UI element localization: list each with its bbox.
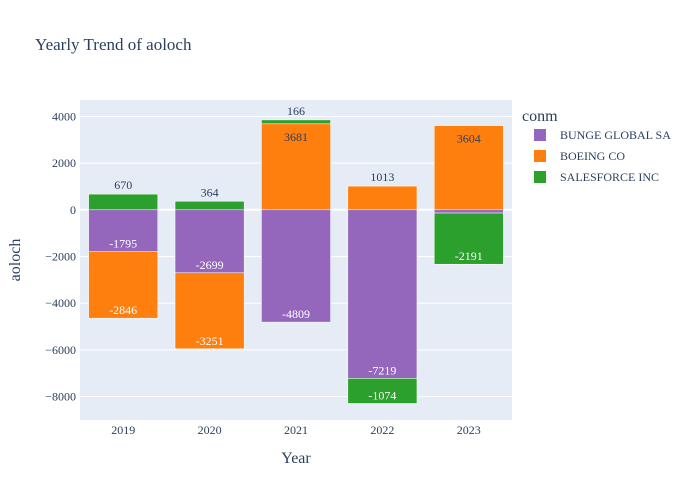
bar[interactable] — [88, 251, 159, 319]
x-tick-label: 2019 — [111, 423, 135, 437]
data-label: -7219 — [368, 363, 396, 377]
x-tick-label: 2021 — [284, 423, 308, 437]
data-label: -2191 — [455, 249, 483, 263]
chart-title: Yearly Trend of aoloch — [35, 35, 192, 54]
x-axis-ticks: 2019 2020 2021 2022 2023 — [111, 423, 481, 437]
y-tick-label: −4000 — [45, 296, 76, 310]
data-labels: -1795 -2846 670 -2699 -3251 364 -4809 3681 166 -7… — [109, 104, 483, 403]
y-tick-label: −8000 — [45, 390, 76, 404]
data-label: 166 — [287, 104, 305, 118]
bar[interactable] — [174, 272, 245, 350]
y-axis-ticks: −8000 −6000 −4000 −2000 0 2000 4000 — [45, 109, 76, 403]
data-label: 3681 — [284, 130, 308, 144]
bar[interactable] — [88, 193, 159, 211]
data-label: -2846 — [109, 303, 137, 317]
legend-label[interactable]: BUNGE GLOBAL SA — [560, 128, 671, 142]
data-label: -1795 — [109, 237, 137, 251]
bar[interactable] — [433, 209, 504, 214]
y-axis-title: aoloch — [7, 239, 24, 282]
y-tick-label: −2000 — [45, 249, 76, 263]
y-tick-label: −6000 — [45, 343, 76, 357]
bar[interactable] — [174, 201, 245, 211]
legend-swatch[interactable] — [534, 171, 546, 183]
bar[interactable] — [261, 123, 331, 211]
legend-label[interactable]: BOEING CO — [560, 149, 625, 163]
data-label: -1074 — [368, 388, 396, 402]
legend-title: conm — [522, 108, 558, 125]
legend-swatch[interactable] — [534, 129, 546, 141]
data-label: 3604 — [457, 132, 481, 146]
x-tick-label: 2022 — [370, 423, 394, 437]
y-tick-label: 2000 — [52, 156, 76, 170]
bars — [88, 119, 504, 404]
y-tick-label: 0 — [70, 203, 76, 217]
bar[interactable] — [261, 209, 331, 323]
data-label: 670 — [114, 178, 132, 192]
x-tick-label: 2023 — [457, 423, 481, 437]
y-tick-label: 4000 — [52, 109, 76, 123]
legend-label[interactable]: SALESFORCE INC — [560, 170, 659, 184]
bar[interactable] — [174, 209, 245, 274]
data-label: -2699 — [196, 258, 224, 272]
data-label: 364 — [201, 185, 219, 199]
data-label: 1013 — [370, 170, 394, 184]
data-label: -3251 — [196, 334, 224, 348]
bar[interactable] — [433, 125, 504, 211]
bar[interactable] — [347, 378, 418, 404]
bar[interactable] — [347, 209, 418, 379]
bar[interactable] — [433, 212, 504, 265]
x-axis-title: Year — [281, 450, 311, 467]
bar[interactable] — [347, 185, 418, 211]
data-label: -4809 — [282, 307, 310, 321]
bar[interactable] — [261, 119, 331, 125]
legend[interactable]: conm BUNGE GLOBAL SA BOEING CO SALESFORCE … — [522, 108, 671, 184]
legend-swatch[interactable] — [534, 150, 546, 162]
x-tick-label: 2020 — [198, 423, 222, 437]
